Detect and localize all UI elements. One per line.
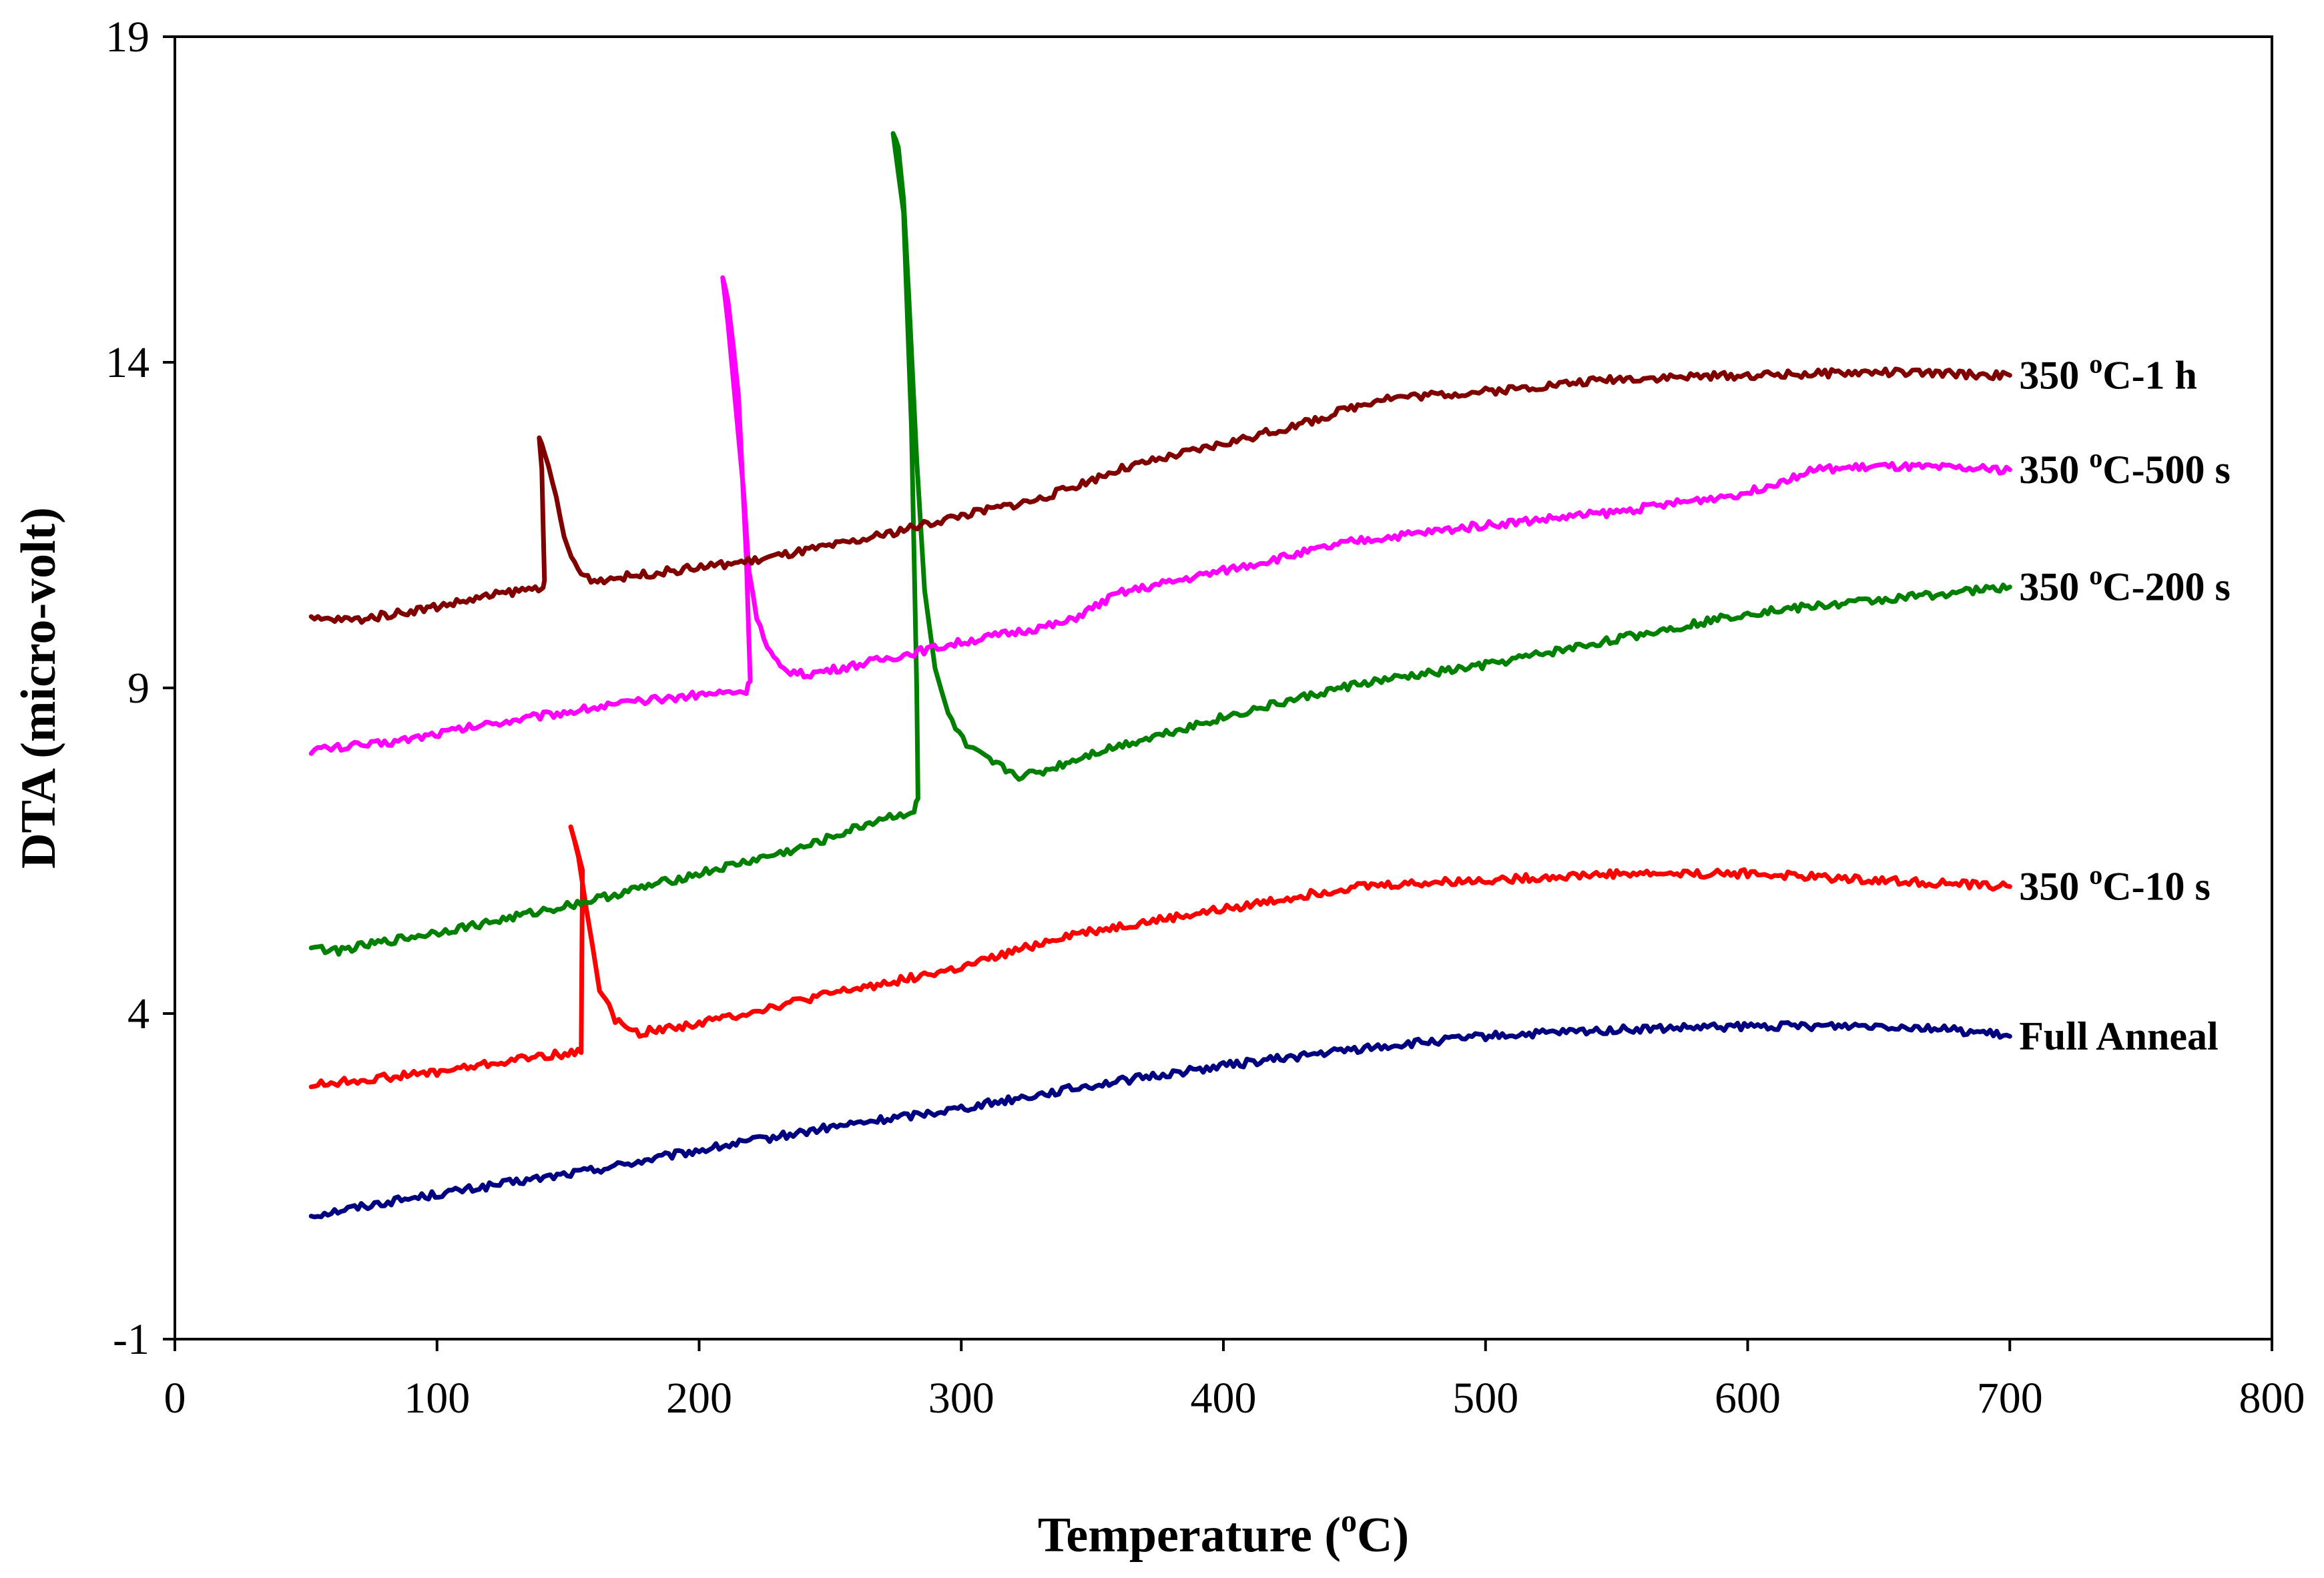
series-label-350-oc-200-s: 350 oC-200 s xyxy=(2019,560,2231,609)
series-label-350-oc-500-s: 350 oC-500 s xyxy=(2019,443,2231,492)
x-axis-title: Temperature (oC) xyxy=(1038,1503,1409,1563)
x-tick-label: 200 xyxy=(666,1374,732,1423)
x-tick-label: 300 xyxy=(928,1374,994,1423)
x-tick-label: 400 xyxy=(1191,1374,1257,1423)
plot-area-frame xyxy=(174,35,2273,1340)
series-label-full-anneal: Full Anneal xyxy=(2019,1014,2218,1058)
series-line-350-oc-10-s xyxy=(308,824,2012,1090)
series-line-350-oc-1-h xyxy=(308,366,2012,625)
series-label-350-oc-1-h: 350 oC-1 h xyxy=(2019,349,2197,398)
series-label-350-oc-10-s: 350 oC-10 s xyxy=(2019,860,2211,909)
y-tick-label: 4 xyxy=(127,990,150,1038)
x-tick-label: 100 xyxy=(404,1374,470,1423)
series-labels: Full Anneal 350 oC-10 s 350 oC-200 s 350 oC… xyxy=(2019,349,2231,1059)
y-tick-label: 19 xyxy=(105,13,150,61)
series-line-350-oc-500-s xyxy=(308,275,2012,756)
y-tick-label: 9 xyxy=(127,664,150,713)
y-tick-label: -1 xyxy=(113,1315,150,1364)
series-line-full-anneal xyxy=(308,1020,2012,1220)
series-line-350-oc-200-s xyxy=(308,131,2012,957)
x-axis: 0 100 200 300 400 500 600 700 800 xyxy=(164,1339,2305,1423)
x-tick-label: 500 xyxy=(1452,1374,1518,1423)
x-tick-label: 600 xyxy=(1715,1374,1781,1423)
y-axis: -1 4 9 14 19 xyxy=(105,13,175,1364)
x-tick-label: 800 xyxy=(2239,1374,2305,1423)
x-tick-label: 700 xyxy=(1977,1374,2043,1423)
series-layer xyxy=(308,131,2012,1220)
y-tick-label: 14 xyxy=(105,338,150,387)
x-tick-label: 0 xyxy=(164,1374,186,1423)
y-axis-title: DTA (micro-volt) xyxy=(11,507,66,869)
